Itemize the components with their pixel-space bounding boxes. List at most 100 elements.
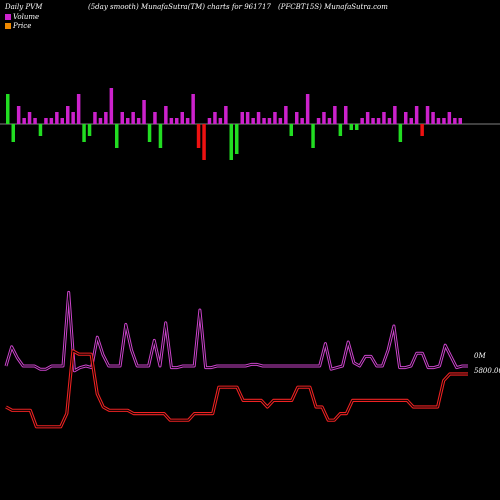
- pvm-bar: [164, 106, 168, 124]
- pvm-bar: [305, 94, 310, 124]
- pvm-bar: [278, 118, 283, 124]
- volume-axis-label: 0M: [474, 352, 486, 360]
- pvm-bar: [425, 106, 430, 124]
- legend-price-label: Price: [13, 22, 32, 30]
- chart-header-symbol: (PFCBT15S) MunafaSutra.com: [278, 3, 388, 11]
- pvm-bar: [142, 100, 146, 124]
- pvm-bar: [120, 112, 124, 124]
- pvm-bar: [409, 118, 413, 124]
- pvm-bar: [316, 118, 321, 124]
- pvm-bar: [104, 112, 108, 124]
- pvm-bar: [420, 124, 424, 136]
- pvm-bar: [376, 118, 381, 124]
- pvm-bar: [245, 112, 250, 124]
- legend-volume-label: Volume: [13, 13, 40, 21]
- pvm-bar: [273, 112, 277, 124]
- pvm-bar: [442, 118, 446, 124]
- chart-header-title: (5day smooth) MunafaSutra(TM) charts for…: [88, 3, 271, 11]
- pvm-bar: [414, 106, 419, 124]
- pvm-bar: [16, 106, 21, 124]
- pvm-bar: [327, 118, 332, 124]
- pvm-bar: [44, 118, 48, 124]
- pvm-bar: [431, 112, 435, 124]
- pvm-bar: [196, 124, 201, 148]
- pvm-bar: [202, 124, 206, 160]
- pvm-bar: [355, 124, 359, 130]
- pvm-bar: [322, 112, 326, 124]
- pvm-bar: [213, 112, 217, 124]
- pvm-bar: [93, 112, 97, 124]
- pvm-bar: [22, 118, 26, 124]
- pvm-bar: [55, 112, 59, 124]
- pvm-bar: [240, 112, 244, 124]
- pvm-bar: [71, 112, 75, 124]
- pvm-bar: [87, 124, 92, 136]
- pvm-bar: [66, 106, 70, 124]
- pvm-bar: [360, 118, 364, 124]
- pvm-bar: [218, 118, 223, 124]
- pvm-bar: [338, 124, 343, 136]
- pvm-bar: [311, 124, 315, 148]
- pvm-bar: [131, 112, 135, 124]
- pvm-bar: [98, 118, 103, 124]
- volume-series-line-core: [5, 291, 468, 372]
- pvm-bar: [453, 118, 457, 124]
- pvm-bar: [229, 124, 233, 160]
- pvm-bar: [365, 112, 370, 124]
- pvm-bar: [404, 112, 408, 124]
- pvm-bar: [289, 124, 293, 136]
- pvm-bar: [180, 112, 184, 124]
- pvm-bar: [27, 112, 32, 124]
- legend-price: Price: [5, 22, 31, 30]
- legend-price-swatch: [5, 23, 11, 29]
- pvm-bar: [49, 118, 54, 124]
- pvm-bar: [436, 118, 441, 124]
- pvm-bar: [153, 112, 157, 124]
- pvm-bar: [393, 106, 397, 124]
- pvm-bar: [398, 124, 403, 142]
- legend-volume-swatch: [5, 14, 11, 20]
- pvm-bar: [60, 118, 64, 124]
- pvm-bar: [147, 124, 152, 142]
- pvm-bar: [295, 112, 299, 124]
- pvm-bar: [267, 118, 272, 124]
- price-series-line-core: [5, 350, 468, 428]
- pvm-bar: [76, 94, 81, 124]
- pvm-bar: [262, 118, 266, 124]
- pvm-bar: [136, 118, 141, 124]
- pvm-bar: [387, 118, 392, 124]
- pvm-bar: [447, 112, 452, 124]
- pvm-bar: [371, 118, 375, 124]
- legend-volume: Volume: [5, 13, 39, 21]
- pvm-bar: [224, 106, 228, 124]
- pvm-bar: [115, 124, 119, 148]
- pvm-bar: [185, 118, 190, 124]
- pvm-bar: [175, 118, 179, 124]
- pvm-bar: [251, 118, 255, 124]
- pvm-bar: [33, 118, 37, 124]
- pvm-bar: [235, 124, 239, 154]
- pvm-bar: [300, 118, 304, 124]
- pvm-bar: [207, 118, 212, 124]
- pvm-bar: [109, 88, 114, 124]
- pvm-bar: [256, 112, 261, 124]
- pvm-bar: [11, 124, 15, 142]
- pvm-bar: [382, 112, 386, 124]
- pvm-bar: [284, 106, 288, 124]
- pvm-bar: [158, 124, 163, 148]
- chart-header-left: Daily PVM: [5, 3, 43, 11]
- pvm-bar: [344, 106, 348, 124]
- pvm-bar: [349, 124, 353, 130]
- pvm-bar: [191, 94, 195, 124]
- pvm-bar: [6, 94, 10, 124]
- pvm-bar: [126, 118, 130, 124]
- price-axis-label: 5800.00: [474, 367, 500, 375]
- pvm-bar: [458, 118, 462, 124]
- pvm-bar: [38, 124, 43, 136]
- pvm-bar: [82, 124, 86, 142]
- pvm-bar: [169, 118, 174, 124]
- pvm-bar: [333, 106, 337, 124]
